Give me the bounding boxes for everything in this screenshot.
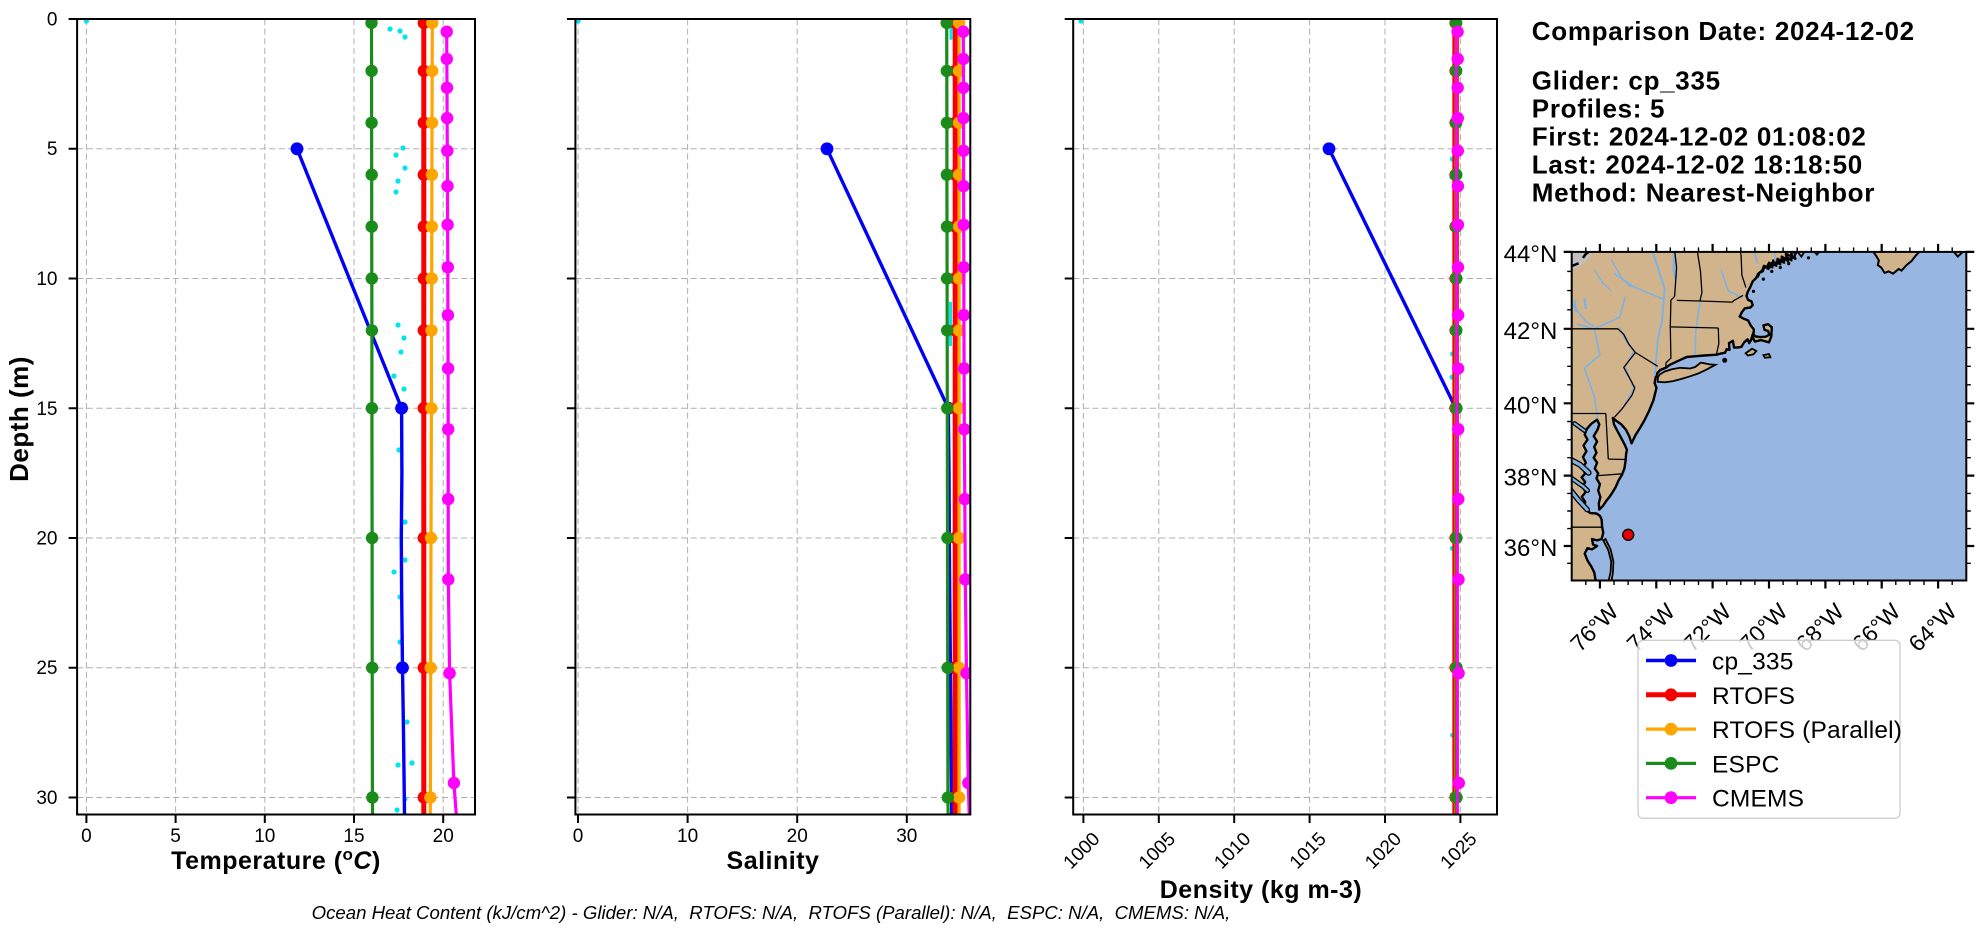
svg-text:20: 20 — [36, 529, 57, 550]
svg-text:RTOFS (Parallel): RTOFS (Parallel) — [1712, 717, 1902, 744]
svg-text:30: 30 — [896, 826, 917, 847]
svg-text:10: 10 — [254, 826, 275, 847]
svg-text:Comparison Date: 2024-12-02: Comparison Date: 2024-12-02 — [1532, 16, 1915, 46]
svg-text:Salinity: Salinity — [727, 847, 820, 875]
svg-text:CMEMS: CMEMS — [1712, 786, 1804, 813]
svg-text:First: 2024-12-02 01:08:02: First: 2024-12-02 01:08:02 — [1532, 121, 1867, 151]
svg-text:0: 0 — [573, 826, 584, 847]
svg-text:Ocean Heat Content (kJ/cm^2) -: Ocean Heat Content (kJ/cm^2) - Glider: N… — [312, 902, 1231, 923]
svg-text:Last: 2024-12-02 18:18:50: Last: 2024-12-02 18:18:50 — [1532, 149, 1863, 179]
svg-text:0: 0 — [47, 10, 58, 31]
svg-text:25: 25 — [36, 658, 57, 679]
svg-text:RTOFS: RTOFS — [1712, 683, 1795, 710]
svg-text:40°N: 40°N — [1504, 392, 1558, 419]
svg-text:42°N: 42°N — [1504, 318, 1558, 345]
svg-text:Density (kg m-3): Density (kg m-3) — [1160, 876, 1362, 904]
svg-text:15: 15 — [343, 826, 364, 847]
svg-text:15: 15 — [36, 399, 57, 420]
svg-text:5: 5 — [170, 826, 181, 847]
svg-text:10: 10 — [36, 269, 57, 290]
svg-text:Glider: cp_335: Glider: cp_335 — [1532, 65, 1721, 95]
svg-text:20: 20 — [433, 826, 454, 847]
svg-text:30: 30 — [36, 788, 57, 809]
svg-text:44°N: 44°N — [1504, 241, 1558, 268]
svg-text:Depth (m): Depth (m) — [4, 356, 34, 482]
svg-text:0: 0 — [81, 826, 92, 847]
svg-text:Profiles: 5: Profiles: 5 — [1532, 93, 1665, 123]
svg-text:20: 20 — [787, 826, 808, 847]
svg-text:cp_335: cp_335 — [1712, 649, 1794, 676]
svg-text:ESPC: ESPC — [1712, 751, 1780, 778]
svg-text:5: 5 — [47, 139, 58, 160]
svg-text:10: 10 — [677, 826, 698, 847]
svg-text:36°N: 36°N — [1504, 535, 1558, 562]
svg-text:Method: Nearest-Neighbor: Method: Nearest-Neighbor — [1532, 177, 1875, 207]
svg-text:38°N: 38°N — [1504, 465, 1558, 492]
